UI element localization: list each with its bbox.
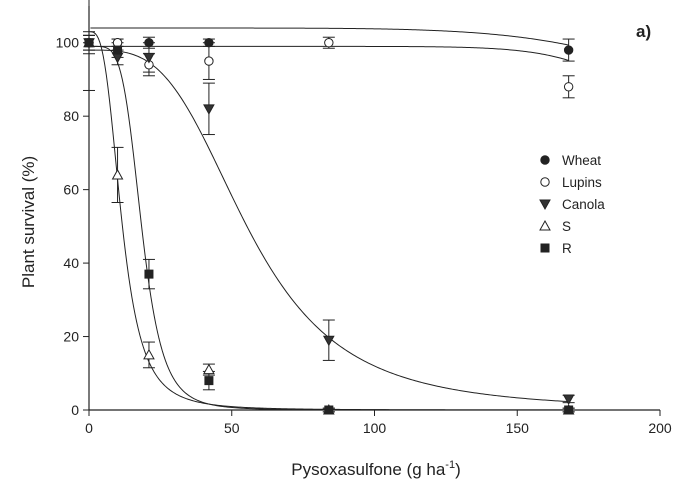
y-tick-label: 20 (63, 329, 79, 345)
legend-marker-wheat (540, 155, 550, 165)
marker-r (113, 45, 123, 55)
legend: Wheat Lupins Canola SR (539, 153, 605, 256)
x-tick-label: 150 (506, 420, 530, 436)
marker-canola (322, 335, 335, 347)
marker-canola (562, 394, 575, 406)
legend-label-canola: Canola (562, 197, 605, 212)
marker-s (111, 168, 124, 180)
x-tick-label: 200 (648, 420, 672, 436)
y-tick-label: 40 (63, 255, 79, 271)
fitted-curves (90, 27, 569, 411)
legend-marker-lupins (540, 177, 550, 187)
x-tick-label: 100 (363, 420, 387, 436)
legend-marker-s (539, 219, 551, 231)
data-markers (83, 36, 575, 415)
legend-marker-r (540, 243, 550, 253)
marker-lupins (324, 38, 334, 48)
y-tick-label: 0 (71, 402, 79, 418)
marker-r (564, 405, 574, 415)
x-axis-label-end: ) (455, 460, 461, 479)
marker-wheat (144, 38, 154, 48)
marker-r (144, 269, 154, 279)
marker-r (204, 376, 214, 386)
legend-label-r: R (562, 241, 572, 256)
legend-label-s: S (562, 219, 571, 234)
panel-label: a) (636, 22, 651, 41)
y-tick-label: 80 (63, 108, 79, 124)
axes: 0 50 100 150 200 0 20 40 60 80 100 (56, 6, 672, 436)
marker-wheat (563, 45, 574, 55)
error-bars (83, 0, 575, 413)
marker-lupins (204, 56, 214, 66)
x-axis-label: Pysoxasulfone (g ha-1) (291, 459, 461, 479)
legend-label-lupins: Lupins (562, 175, 602, 190)
marker-r (84, 38, 94, 48)
marker-canola (203, 104, 215, 115)
x-tick-label: 50 (224, 420, 240, 436)
marker-wheat (204, 38, 214, 48)
y-tick-label: 60 (63, 182, 79, 198)
marker-s (143, 348, 155, 360)
curve-r (90, 45, 569, 411)
legend-label-wheat: Wheat (562, 153, 601, 168)
x-tick-label: 0 (85, 420, 93, 436)
x-axis-label-unit-exponent: -1 (445, 459, 455, 471)
curve-s (90, 31, 569, 411)
marker-r (324, 405, 334, 415)
marker-canola (143, 52, 155, 64)
marker-s (203, 363, 215, 375)
legend-marker-canola (539, 199, 551, 211)
y-axis-label: Plant survival (%) (19, 156, 38, 288)
x-axis-label-main: Pysoxasulfone (g ha (291, 460, 446, 479)
marker-lupins (563, 82, 574, 92)
y-tick-label: 100 (56, 35, 80, 51)
curve-wheat (90, 27, 569, 46)
